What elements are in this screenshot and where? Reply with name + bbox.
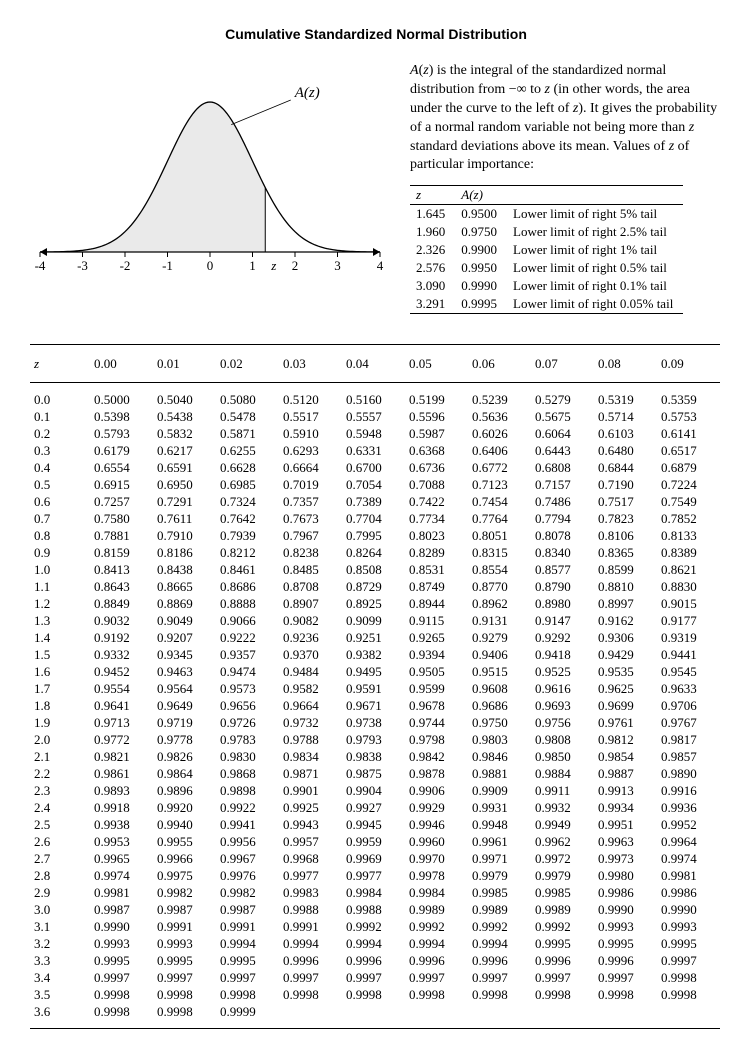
ztable-colheader: 0.06 bbox=[468, 345, 531, 383]
ztable-row: 0.50.69150.69500.69850.70190.70540.70880… bbox=[30, 476, 720, 493]
ztable-row: 1.80.96410.96490.96560.96640.96710.96780… bbox=[30, 697, 720, 714]
ztable-row: 2.80.99740.99750.99760.99770.99770.99780… bbox=[30, 867, 720, 884]
ztable-row: 3.60.99980.99980.9999 bbox=[30, 1003, 720, 1029]
ztable-row: 0.80.78810.79100.79390.79670.79950.80230… bbox=[30, 527, 720, 544]
ztable-colheader: 0.08 bbox=[594, 345, 657, 383]
ztable-row: 1.40.91920.92070.92220.92360.92510.92650… bbox=[30, 629, 720, 646]
critical-values-table: zA(z)1.6450.9500Lower limit of right 5% … bbox=[410, 185, 683, 314]
crit-row: 3.0900.9990Lower limit of right 0.1% tai… bbox=[410, 277, 683, 295]
ztable-row: 3.10.99900.99910.99910.99910.99920.99920… bbox=[30, 918, 720, 935]
svg-text:-1: -1 bbox=[162, 258, 173, 273]
ztable-row: 0.20.57930.58320.58710.59100.59480.59870… bbox=[30, 425, 720, 442]
ztable-row: 3.00.99870.99870.99870.99880.99880.99890… bbox=[30, 901, 720, 918]
ztable-colheader: 0.04 bbox=[342, 345, 405, 383]
crit-row: 1.9600.9750Lower limit of right 2.5% tai… bbox=[410, 223, 683, 241]
ztable-row: 2.50.99380.99400.99410.99430.99450.99460… bbox=[30, 816, 720, 833]
ztable-row: 3.30.99950.99950.99950.99960.99960.99960… bbox=[30, 952, 720, 969]
ztable-row: 2.90.99810.99820.99820.99830.99840.99840… bbox=[30, 884, 720, 901]
ztable-colheader: 0.05 bbox=[405, 345, 468, 383]
ztable-row: 1.50.93320.93450.93570.93700.93820.93940… bbox=[30, 646, 720, 663]
svg-text:3: 3 bbox=[334, 258, 341, 273]
ztable-colheader: 0.03 bbox=[279, 345, 342, 383]
ztable-row: 2.10.98210.98260.98300.98340.98380.98420… bbox=[30, 748, 720, 765]
crit-row: 1.6450.9500Lower limit of right 5% tail bbox=[410, 205, 683, 224]
crit-row: 2.5760.9950Lower limit of right 0.5% tai… bbox=[410, 259, 683, 277]
svg-text:-2: -2 bbox=[120, 258, 131, 273]
ztable-row: 1.00.84130.84380.84610.84850.85080.85310… bbox=[30, 561, 720, 578]
ztable-colheader: 0.00 bbox=[90, 345, 153, 383]
svg-text:2: 2 bbox=[292, 258, 299, 273]
ztable-row: 2.20.98610.98640.98680.98710.98750.98780… bbox=[30, 765, 720, 782]
ztable-row: 2.30.98930.98960.98980.99010.99040.99060… bbox=[30, 782, 720, 799]
ztable-row: 1.20.88490.88690.88880.89070.89250.89440… bbox=[30, 595, 720, 612]
ztable-row: 3.50.99980.99980.99980.99980.99980.99980… bbox=[30, 986, 720, 1003]
ztable-row: 2.00.97720.97780.97830.97880.97930.97980… bbox=[30, 731, 720, 748]
ztable-row: 0.30.61790.62170.62550.62930.63310.63680… bbox=[30, 442, 720, 459]
ztable-row: 1.90.97130.97190.97260.97320.97380.97440… bbox=[30, 714, 720, 731]
svg-text:A(z): A(z) bbox=[294, 85, 320, 101]
crit-header-az: A(z) bbox=[455, 186, 507, 205]
ztable-row: 2.60.99530.99550.99560.99570.99590.99600… bbox=[30, 833, 720, 850]
svg-text:-3: -3 bbox=[77, 258, 88, 273]
ztable-row: 1.60.94520.94630.94740.94840.94950.95050… bbox=[30, 663, 720, 680]
ztable-rowheader: z bbox=[30, 345, 90, 383]
ztable-row: 0.40.65540.65910.66280.66640.67000.67360… bbox=[30, 459, 720, 476]
bell-curve-chart: -4 -3 -2 -1 0 1 2 3 4 z A(z) bbox=[30, 62, 390, 286]
ztable-colheader: 0.09 bbox=[657, 345, 720, 383]
svg-text:-4: -4 bbox=[35, 258, 46, 273]
ztable-row: 0.00.50000.50400.50800.51200.51600.51990… bbox=[30, 383, 720, 409]
svg-text:z: z bbox=[270, 258, 276, 273]
crit-row: 2.3260.9900Lower limit of right 1% tail bbox=[410, 241, 683, 259]
svg-text:0: 0 bbox=[207, 258, 214, 273]
ztable-colheader: 0.01 bbox=[153, 345, 216, 383]
ztable-colheader: 0.02 bbox=[216, 345, 279, 383]
ztable-row: 0.90.81590.81860.82120.82380.82640.82890… bbox=[30, 544, 720, 561]
crit-header-z: z bbox=[410, 186, 455, 205]
ztable-row: 0.70.75800.76110.76420.76730.77040.77340… bbox=[30, 510, 720, 527]
page-title: Cumulative Standardized Normal Distribut… bbox=[30, 26, 722, 42]
crit-header-desc bbox=[507, 186, 683, 205]
ztable-row: 0.10.53980.54380.54780.55170.55570.55960… bbox=[30, 408, 720, 425]
svg-text:1: 1 bbox=[249, 258, 256, 273]
ztable-row: 3.40.99970.99970.99970.99970.99970.99970… bbox=[30, 969, 720, 986]
ztable-colheader: 0.07 bbox=[531, 345, 594, 383]
z-table: z0.000.010.020.030.040.050.060.070.080.0… bbox=[30, 344, 720, 1029]
ztable-row: 1.70.95540.95640.95730.95820.95910.95990… bbox=[30, 680, 720, 697]
crit-row: 3.2910.9995Lower limit of right 0.05% ta… bbox=[410, 295, 683, 314]
svg-text:4: 4 bbox=[377, 258, 384, 273]
explanation-text: A(z) is the integral of the standardized… bbox=[410, 62, 722, 175]
ztable-row: 2.70.99650.99660.99670.99680.99690.99700… bbox=[30, 850, 720, 867]
ztable-row: 2.40.99180.99200.99220.99250.99270.99290… bbox=[30, 799, 720, 816]
ztable-row: 1.30.90320.90490.90660.90820.90990.91150… bbox=[30, 612, 720, 629]
ztable-row: 1.10.86430.86650.86860.87080.87290.87490… bbox=[30, 578, 720, 595]
ztable-row: 0.60.72570.72910.73240.73570.73890.74220… bbox=[30, 493, 720, 510]
ztable-row: 3.20.99930.99930.99940.99940.99940.99940… bbox=[30, 935, 720, 952]
